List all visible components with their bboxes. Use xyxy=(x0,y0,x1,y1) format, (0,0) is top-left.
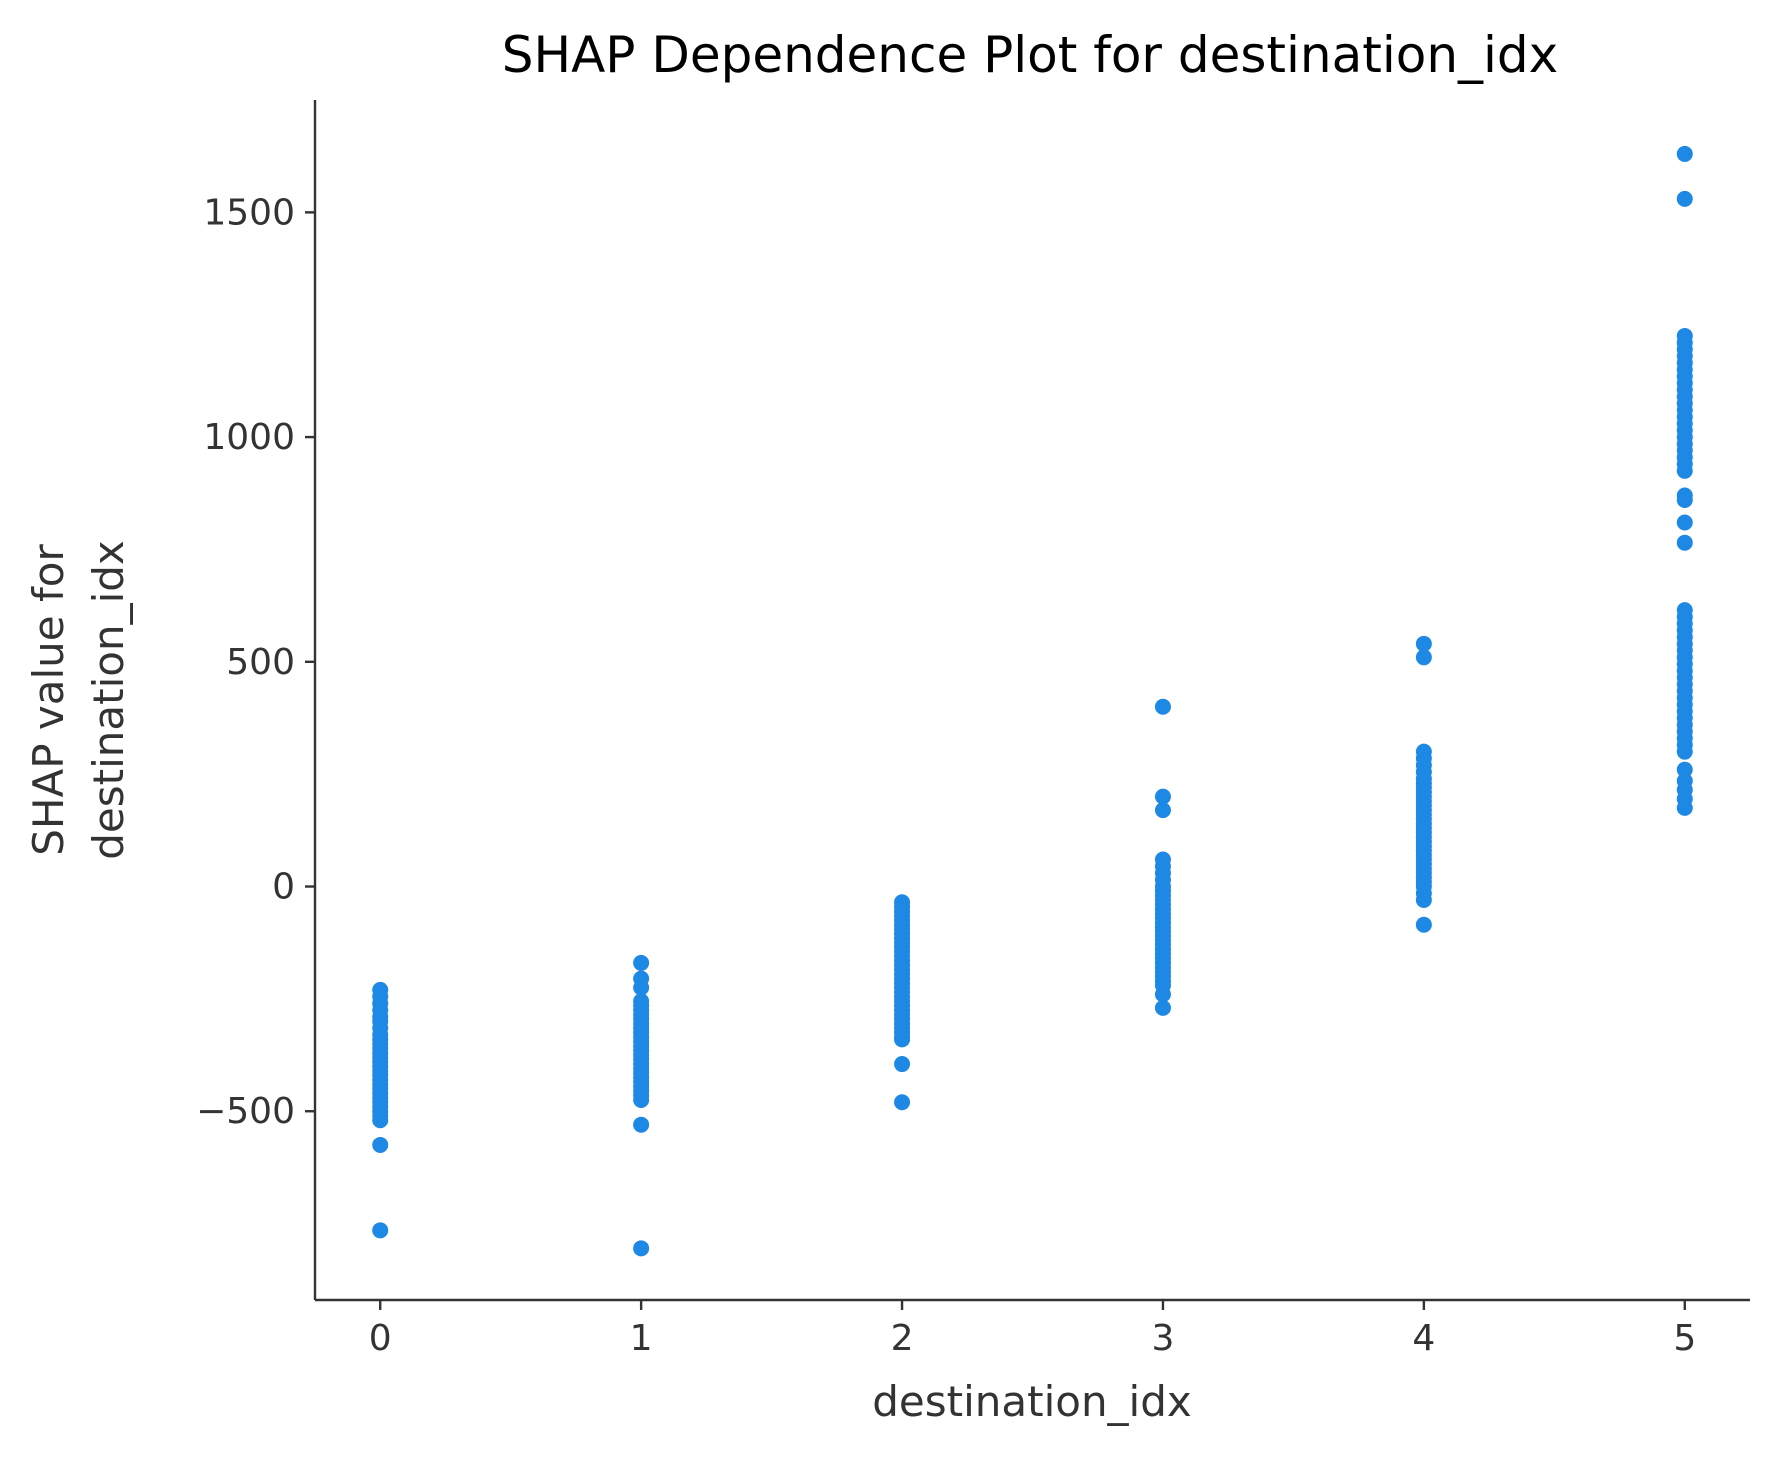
y-axis-title: SHAP value for destination_idx xyxy=(24,540,133,860)
scatter-point xyxy=(633,1116,650,1133)
y-tick-label: 0 xyxy=(272,867,295,908)
scatter-point xyxy=(633,1092,650,1108)
y-tick-label: −500 xyxy=(196,1091,295,1132)
x-tick-label: 3 xyxy=(1152,1318,1175,1359)
y-tick-label: 1500 xyxy=(203,192,295,233)
scatter-point xyxy=(1676,743,1693,760)
scatter-point xyxy=(1154,788,1171,805)
scatter-point xyxy=(1415,892,1432,908)
y-axis-title-line-1: SHAP value for xyxy=(24,544,73,856)
scatter-point xyxy=(1415,649,1432,666)
y-tick-label: 500 xyxy=(226,642,295,683)
scatter-point xyxy=(894,1056,911,1073)
chart-title: SHAP Dependence Plot for destination_idx xyxy=(502,26,1559,84)
y-ticks: −500 0 500 1000 1500 xyxy=(196,192,315,1132)
y-axis-title-line-2: destination_idx xyxy=(84,540,133,860)
scatter-point xyxy=(372,1222,389,1239)
scatter-point xyxy=(1676,761,1693,778)
scatter-points xyxy=(372,145,1693,1257)
x-tick-label: 2 xyxy=(891,1318,914,1359)
scatter-point xyxy=(894,1094,911,1111)
scatter-point xyxy=(1676,492,1693,508)
scatter-point xyxy=(1676,514,1693,531)
scatter-point xyxy=(1415,635,1432,652)
scatter-point xyxy=(1676,145,1693,162)
scatter-point xyxy=(1154,698,1171,715)
scatter-point xyxy=(1676,190,1693,207)
scatter-point xyxy=(1415,916,1432,933)
x-tick-label: 5 xyxy=(1673,1318,1696,1359)
y-tick-label: 1000 xyxy=(203,417,295,458)
scatter-point xyxy=(1154,802,1171,819)
scatter-point xyxy=(894,1031,911,1048)
x-axis-title: destination_idx xyxy=(872,1377,1192,1426)
scatter-point xyxy=(633,979,650,996)
scatter-point xyxy=(1676,534,1693,551)
scatter-point xyxy=(633,954,650,971)
scatter-point xyxy=(1154,999,1171,1016)
scatter-point xyxy=(372,1136,389,1153)
x-tick-label: 1 xyxy=(630,1318,653,1359)
x-tick-label: 4 xyxy=(1412,1318,1435,1359)
x-ticks: 0 1 2 3 4 5 xyxy=(369,1300,1696,1359)
scatter-point xyxy=(1154,986,1171,1003)
scatter-point xyxy=(633,1240,650,1257)
scatter-point xyxy=(1676,799,1693,816)
x-tick-label: 0 xyxy=(369,1318,392,1359)
scatter-point xyxy=(1676,462,1693,479)
scatter-point xyxy=(372,1112,389,1129)
